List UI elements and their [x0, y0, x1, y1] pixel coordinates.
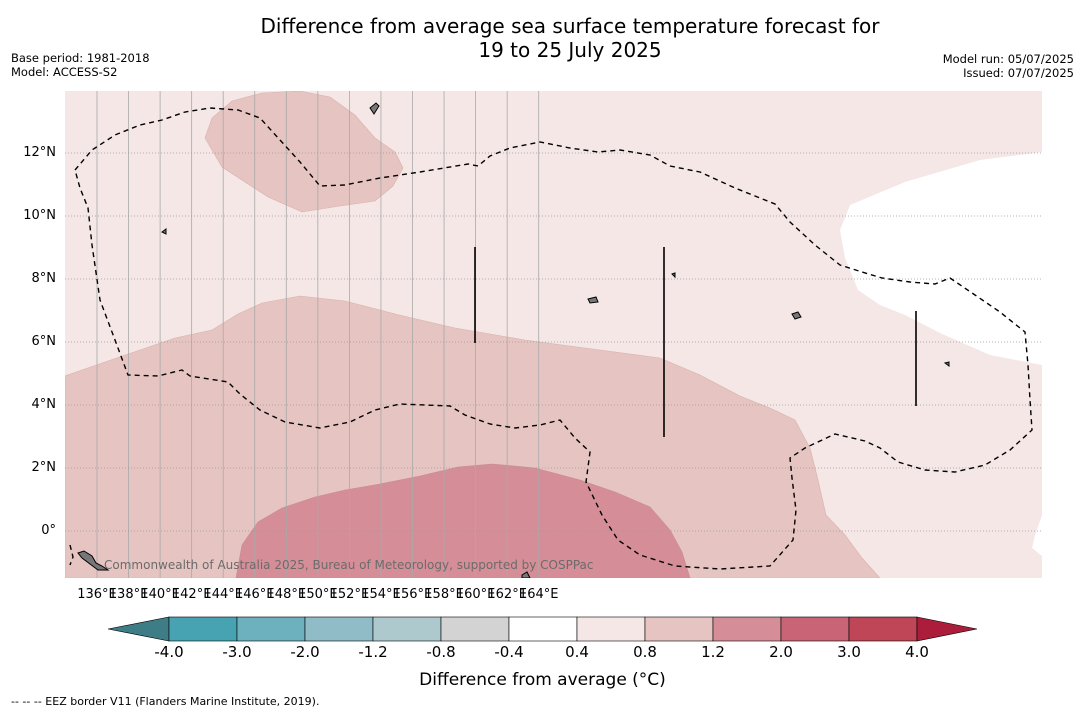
model-name: Model: ACCESS-S2	[11, 65, 118, 79]
longitude-tick-label: 162°E	[487, 587, 527, 602]
meta-left: Base period: 1981-2018 Model: ACCESS-S2	[11, 51, 150, 79]
longitude-tick-label: 152°E	[329, 587, 370, 602]
island	[521, 571, 531, 578]
colorbar-segment	[848, 616, 918, 642]
colorbar-segment	[440, 616, 510, 642]
anomaly-band-neutral	[840, 152, 1042, 365]
issued-date: Issued: 07/07/2025	[963, 66, 1074, 80]
longitude-tick-label: 138°E	[108, 587, 149, 602]
colorbar	[107, 616, 978, 642]
latitude-tick-label: 8°N	[31, 271, 57, 286]
island	[161, 228, 167, 235]
latitude-tick-label: 0°	[41, 523, 56, 538]
latitude-tick-label: 12°N	[23, 145, 56, 160]
colorbar-tick-label: -3.0	[222, 643, 252, 661]
copyright-notice: Commonwealth of Australia 2025, Bureau o…	[104, 558, 594, 572]
colorbar-segment	[372, 616, 442, 642]
colorbar-tick-label: -4.0	[154, 643, 184, 661]
colorbar-title: Difference from average (°C)	[419, 670, 666, 690]
colorbar-tick-label: 2.0	[769, 643, 793, 661]
base-period: Base period: 1981-2018	[11, 51, 150, 65]
longitude-tick-label: 158°E	[424, 587, 464, 602]
island	[77, 550, 110, 571]
colorbar-segment	[304, 616, 374, 642]
longitude-tick-label: 154°E	[361, 587, 401, 602]
longitude-tick-label: 146°E	[234, 587, 275, 602]
colorbar-segment	[508, 616, 578, 642]
meta-right: Model run: 05/07/2025 Issued: 07/07/2025	[943, 52, 1074, 80]
colorbar-segment	[712, 616, 782, 642]
colorbar-extend-min	[107, 616, 170, 642]
colorbar-tick-label: -2.0	[290, 643, 320, 661]
colorbar-tick-label: -0.8	[426, 643, 456, 661]
colorbar-extend-max	[916, 616, 978, 642]
longitude-tick-label: 148°E	[266, 587, 307, 602]
colorbar-tick-label: -0.4	[494, 643, 524, 661]
title-line-1: Difference from average sea surface temp…	[260, 14, 880, 38]
latitude-tick-label: 10°N	[23, 208, 56, 223]
eez-segments	[474, 247, 917, 437]
colorbar-segment	[644, 616, 714, 642]
model-run: Model run: 05/07/2025	[942, 52, 1074, 66]
latitude-tick-label: 4°N	[31, 397, 57, 412]
longitude-tick-label: 144°E	[203, 587, 243, 602]
longitude-tick-label: 136°E	[77, 587, 117, 602]
islands	[77, 102, 950, 578]
title-line-2: 19 to 25 July 2025	[478, 38, 662, 62]
colorbar-tick-label: 0.8	[633, 643, 657, 661]
longitude-tick-label: 140°E	[140, 587, 180, 602]
anomaly-band-0-8-1-2-south	[65, 295, 881, 578]
anomaly-band-neutral-east	[1032, 515, 1042, 556]
colorbar-segment	[236, 616, 306, 642]
longitude-tick-label: 142°E	[171, 587, 212, 602]
island	[587, 296, 599, 304]
colorbar-segment	[168, 616, 238, 642]
colorbar-segment	[780, 616, 850, 642]
island	[943, 361, 950, 367]
latitude-tick-label: 2°N	[31, 460, 57, 475]
island	[369, 102, 380, 115]
colorbar-tick-label: 1.2	[701, 643, 725, 661]
island	[671, 272, 676, 279]
longitude-tick-label: 150°E	[298, 587, 338, 602]
colorbar-tick-label: -1.2	[358, 643, 388, 661]
latitude-tick-label: 6°N	[31, 334, 57, 349]
island	[791, 311, 802, 320]
chart-title: Difference from average sea surface temp…	[0, 14, 1085, 62]
longitude-tick-label: 164°E	[518, 587, 559, 602]
map-plot-area	[65, 91, 1042, 578]
colorbar-tick-label: 3.0	[837, 643, 861, 661]
colorbar-tick-label: 4.0	[905, 643, 929, 661]
longitude-tick-label: 156°E	[392, 587, 433, 602]
eez-footnote: -- -- -- EEZ border V11 (Flanders Marine…	[11, 695, 320, 708]
colorbar-segment	[576, 616, 646, 642]
colorbar-tick-label: 0.4	[565, 643, 589, 661]
longitude-tick-label: 160°E	[455, 587, 496, 602]
eez-border	[69, 107, 1033, 570]
